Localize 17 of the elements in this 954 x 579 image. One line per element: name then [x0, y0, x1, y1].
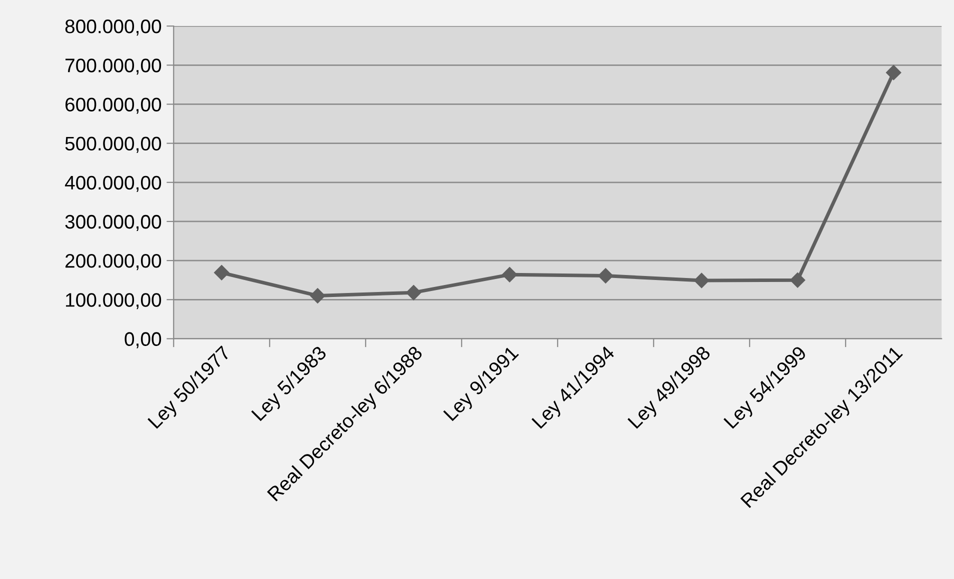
- point: [310, 288, 326, 304]
- y-tick-label: 100.000,00: [66, 293, 162, 310]
- y-tick-label: 600.000,00: [66, 98, 162, 114]
- point: [214, 265, 230, 280]
- point: [790, 272, 806, 288]
- point: [502, 267, 518, 282]
- y-tick-label: 0,00: [124, 332, 162, 348]
- y-tick-label: 400.000,00: [64, 176, 162, 192]
- point: [406, 285, 422, 300]
- y-tick-label: 700.000,00: [66, 58, 162, 75]
- y-tick-label: 500.000,00: [65, 136, 162, 153]
- point: [886, 64, 902, 80]
- y-tick-label: 200.000,00: [65, 254, 162, 270]
- y-tick-label: 300.000,00: [65, 214, 162, 231]
- y-tick-label: 800.000,00: [65, 20, 162, 36]
- point: [694, 272, 710, 288]
- point: [598, 268, 614, 284]
